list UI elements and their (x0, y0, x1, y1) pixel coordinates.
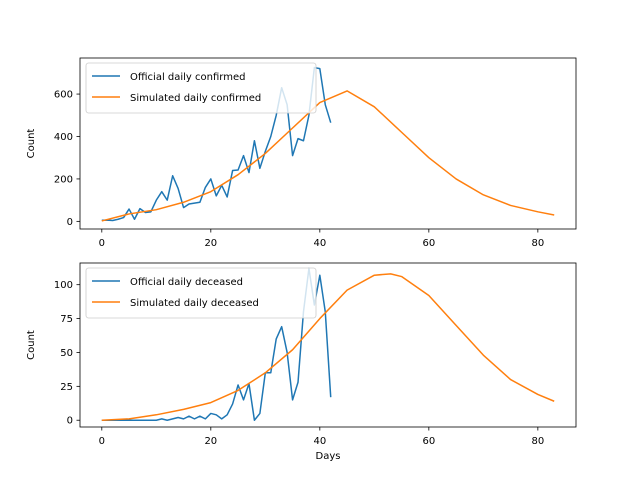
axes-frame (79, 262, 577, 428)
y-axis-label: Count (26, 129, 37, 159)
y-tick-label: 25 (60, 382, 73, 393)
y-tick-label: 0 (67, 217, 73, 228)
x-tick-label: 60 (422, 238, 435, 249)
series-line-simulated (101, 90, 555, 222)
x-tick-label: 0 (99, 436, 105, 447)
legend-entry: Official daily confirmed (130, 72, 245, 83)
x-axis-label: Days (316, 451, 341, 462)
y-tick-label: 50 (60, 348, 73, 359)
y-tick-label: 100 (54, 280, 73, 291)
y-tick-label: 200 (54, 174, 73, 185)
top-chart-confirmed: 0 20 40 60 80 0 200 400 600 Count Official daily c… (26, 57, 577, 249)
x-tick-label: 20 (204, 436, 217, 447)
x-tick-label: 80 (531, 238, 544, 249)
series-line-official (101, 267, 332, 421)
legend (85, 267, 317, 319)
y-tick-label: 400 (54, 132, 73, 143)
bottom-chart-deceased: 0 20 40 60 80 0 25 50 75 100 Count Days Official dai… (26, 262, 577, 462)
x-tick-label: 60 (422, 436, 435, 447)
legend-entry: Official daily deceased (130, 277, 243, 288)
y-tick-label: 600 (54, 90, 73, 101)
y-axis-label: Count (26, 330, 37, 360)
axes-frame (79, 57, 577, 230)
legend-entry: Simulated daily confirmed (130, 93, 261, 104)
x-tick-label: 0 (99, 238, 105, 249)
series-line-official (101, 66, 332, 222)
y-tick-label: 75 (60, 314, 73, 325)
series-line-simulated (101, 273, 555, 421)
x-tick-label: 40 (313, 436, 326, 447)
legend (85, 62, 317, 114)
x-tick-label: 20 (204, 238, 217, 249)
x-tick-label: 40 (313, 238, 326, 249)
x-tick-label: 80 (531, 436, 544, 447)
legend-entry: Simulated daily deceased (130, 298, 259, 309)
y-tick-label: 0 (67, 416, 73, 427)
